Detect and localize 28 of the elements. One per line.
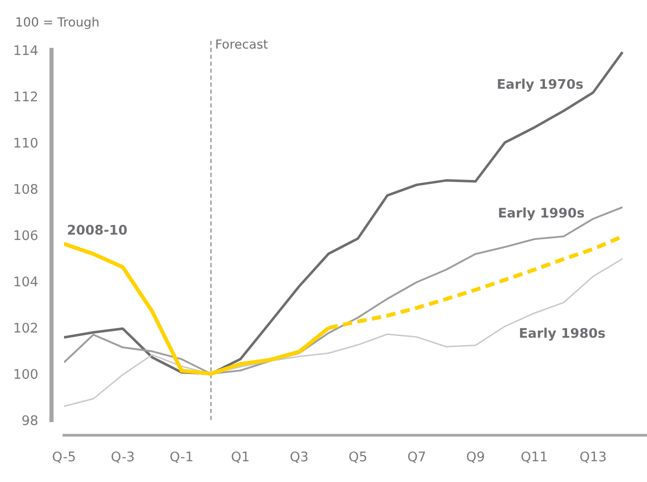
x-tick-label: Q-3 (112, 451, 134, 463)
y-tick-label: 108 (14, 184, 38, 194)
y-tick-label: 98 (22, 415, 38, 426)
line-series (64, 206, 624, 375)
y-tick-label: 110 (14, 138, 38, 148)
y-tick-label: 112 (14, 91, 37, 102)
y-tick-label: 106 (14, 230, 38, 240)
x-tick-label: Q7 (408, 451, 425, 463)
series-label: 2008-10 (68, 224, 127, 235)
x-tick-label: Q9 (466, 451, 484, 463)
y-tick-label: 100 (14, 368, 38, 379)
y-axis-title: 100 = Trough (16, 16, 98, 30)
series-label: Early 1980s (520, 328, 605, 341)
line-series (64, 258, 624, 408)
x-tick-label: Q3 (290, 451, 308, 463)
x-tick-label: Q5 (349, 451, 366, 463)
x-tick-label: Q13 (580, 451, 606, 463)
y-tick-label: 114 (14, 45, 38, 56)
x-tick-label: Q-5 (52, 451, 75, 463)
line-series (64, 50, 624, 375)
x-tick-label: Q1 (232, 451, 249, 463)
series-label: Early 1970s (498, 78, 583, 92)
y-tick-label: 104 (14, 276, 38, 286)
series-label: Early 1990s (499, 207, 584, 220)
x-tick-label: Q-1 (170, 451, 192, 463)
text: Forecast (216, 39, 268, 49)
x-tick-label: Q11 (521, 451, 547, 463)
y-tick-label: 102 (14, 322, 37, 333)
